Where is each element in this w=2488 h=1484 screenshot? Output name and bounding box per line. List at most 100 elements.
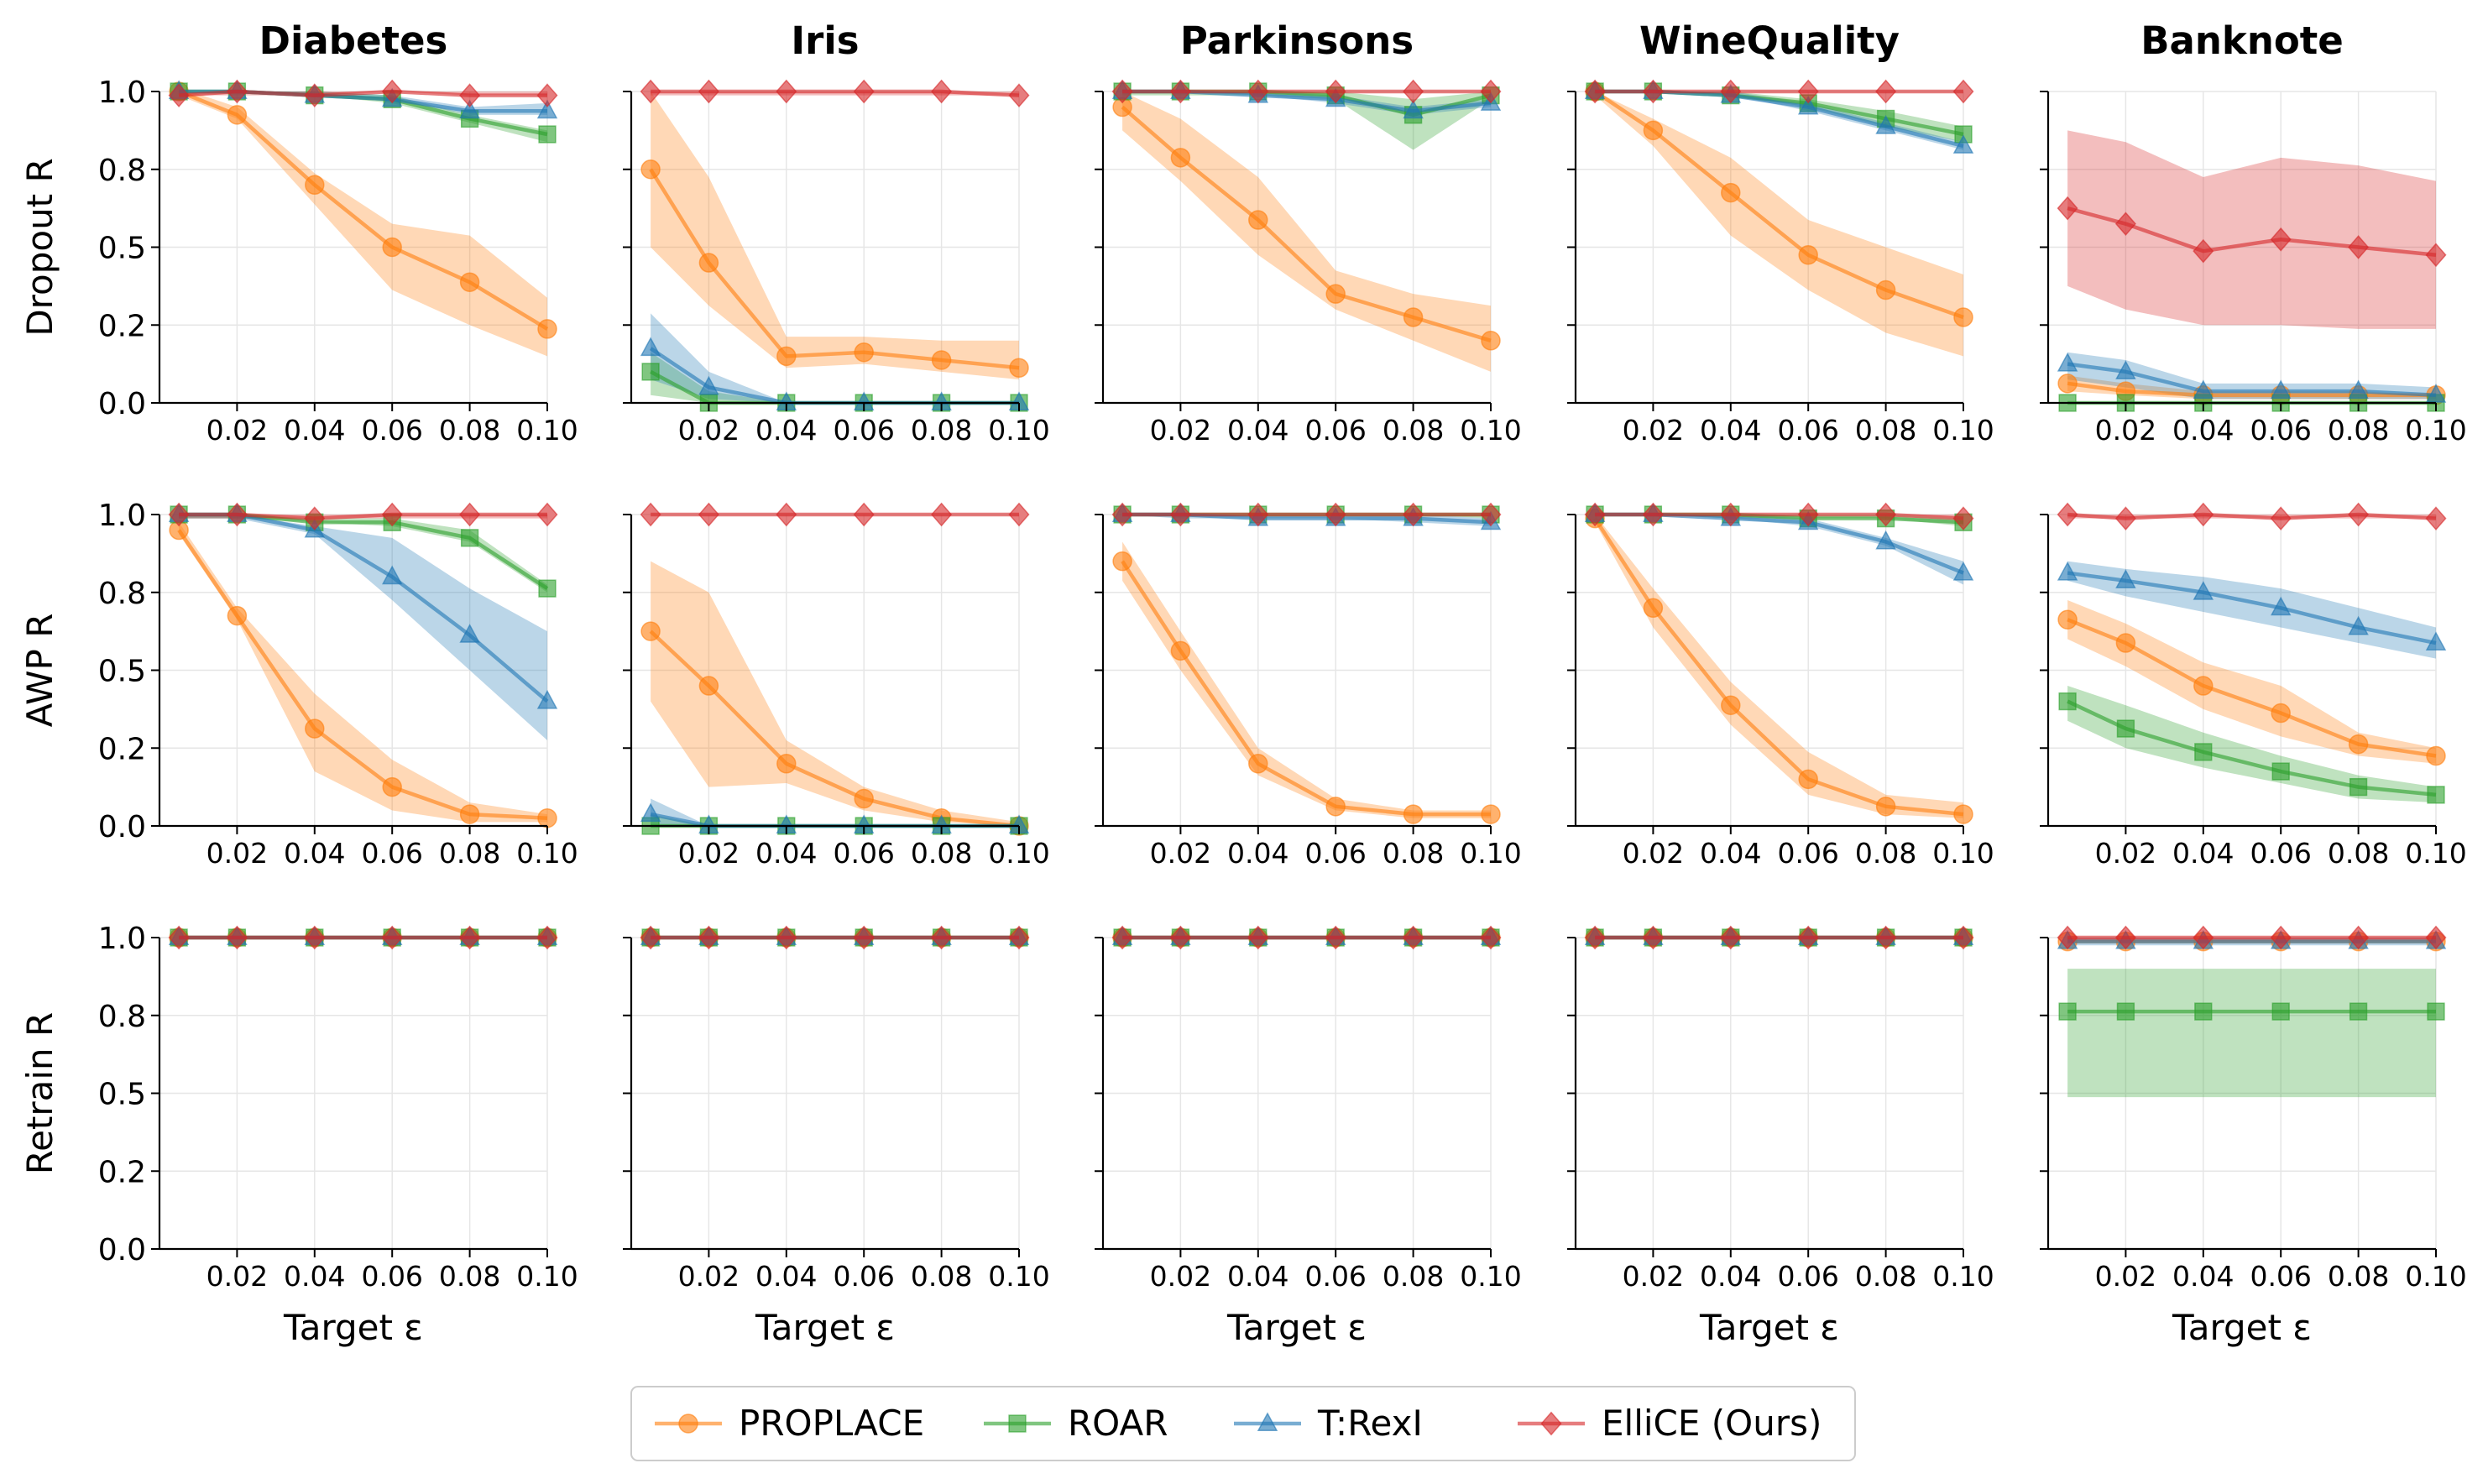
marker-ellice-ours [1111, 502, 1133, 527]
legend-marker [1540, 1411, 1562, 1436]
x-tick-label: 0.04 [1227, 1260, 1288, 1293]
y-tick-label: 1.0 [98, 499, 146, 533]
panel-banknote-awp-r: 0.02 0.04 0.06 0.08 0.10 [2040, 502, 2467, 870]
y-tick-label: 0.2 [98, 732, 146, 766]
x-axis-label: Target ε [283, 1307, 423, 1348]
marker-proplace [1325, 797, 1346, 817]
marker-proplace [776, 754, 797, 774]
line-proplace [178, 89, 549, 331]
marker-t-rexi [381, 565, 403, 585]
marker-proplace [1721, 695, 1741, 715]
line-proplace [649, 168, 1020, 370]
marker-ellice-ours [168, 502, 190, 527]
marker-roar [460, 529, 479, 547]
x-tick-label: 0.02 [678, 414, 740, 447]
band-proplace [2067, 600, 2436, 764]
band-proplace [1122, 541, 1491, 818]
column-title-parkinsons: Parkinsons [1180, 18, 1414, 63]
marker-ellice-ours [2057, 196, 2078, 221]
x-tick-label: 0.08 [439, 1260, 500, 1293]
y-tick-label: 0.8 [98, 1000, 146, 1034]
band-roar [1122, 91, 1491, 150]
marker-proplace [382, 237, 402, 258]
legend-entry-roar: ROAR [984, 1403, 1168, 1444]
marker-ellice-ours [1480, 925, 1502, 950]
marker-proplace [227, 105, 248, 125]
marker-roar [538, 579, 557, 598]
marker-ellice-ours [1642, 502, 1664, 527]
band-proplace [179, 522, 547, 823]
marker-proplace [1170, 148, 1191, 168]
x-tick-label: 0.06 [1777, 837, 1838, 870]
marker-t-rexi [1952, 134, 1974, 154]
band-proplace [1595, 515, 1963, 818]
x-tick-label: 0.06 [2250, 837, 2311, 870]
marker-ellice-ours [853, 79, 875, 104]
marker-ellice-ours [1797, 79, 1819, 104]
y-tick-label: 0.5 [98, 655, 146, 689]
marker-ellice-ours [459, 925, 481, 950]
marker-t-rexi [459, 624, 480, 643]
marker-ellice-ours [1480, 79, 1502, 104]
marker-roar [2427, 786, 2445, 804]
marker-t-rexi [2057, 561, 2078, 581]
x-tick-label: 0.02 [2095, 414, 2156, 447]
x-tick-label: 0.02 [1150, 1260, 1211, 1293]
x-tick-label: 0.08 [2328, 1260, 2389, 1293]
x-tick-label: 0.02 [206, 837, 268, 870]
marker-ellice-ours [226, 925, 248, 950]
marker-ellice-ours [2270, 925, 2292, 950]
x-tick-label: 0.10 [988, 414, 1049, 447]
legend-entry-proplace: PROPLACE [655, 1403, 924, 1444]
marker-ellice-ours [2114, 212, 2136, 237]
marker-t-rexi [2193, 379, 2214, 400]
x-tick-label: 0.02 [1623, 837, 1684, 870]
marker-t-rexi [1403, 99, 1424, 119]
x-tick-label: 0.08 [439, 837, 500, 870]
marker-ellice-ours [1875, 79, 1897, 104]
panel-banknote-dropout-r: 0.02 0.04 0.06 0.08 0.10 [2040, 91, 2467, 447]
panel-iris-retrain-r: 0.02 0.04 0.06 0.08 0.10 Target ε [623, 925, 1050, 1348]
marker-proplace [1953, 307, 1973, 327]
x-tick-label: 0.04 [2172, 1260, 2234, 1293]
legend-marker [1257, 1412, 1278, 1431]
column-title-iris: Iris [791, 18, 859, 63]
panel-iris-dropout-r: 0.02 0.04 0.06 0.08 0.10 [623, 79, 1050, 447]
marker-ellice-ours [776, 79, 797, 104]
marker-ellice-ours [2193, 238, 2214, 264]
marker-ellice-ours [2193, 502, 2214, 527]
marker-proplace [931, 350, 952, 370]
marker-ellice-ours [1720, 925, 1742, 950]
marker-ellice-ours [2425, 506, 2447, 530]
marker-roar [2427, 1002, 2445, 1021]
marker-t-rexi [698, 375, 719, 395]
x-tick-label: 0.06 [833, 837, 894, 870]
marker-proplace [1721, 182, 1741, 203]
x-tick-label: 0.04 [755, 837, 817, 870]
y-tick-label: 0.2 [98, 309, 146, 343]
marker-ellice-ours [1008, 83, 1030, 107]
marker-proplace [854, 342, 874, 363]
marker-ellice-ours [1111, 79, 1133, 104]
x-tick-label: 0.10 [1460, 414, 1521, 447]
x-tick-label: 0.02 [206, 414, 268, 447]
marker-roar [2058, 1002, 2077, 1021]
x-tick-label: 0.06 [1304, 837, 1366, 870]
marker-ellice-ours [304, 925, 326, 950]
marker-proplace [776, 346, 797, 367]
x-tick-label: 0.06 [833, 1260, 894, 1293]
marker-ellice-ours [2348, 502, 2370, 527]
marker-t-rexi [2193, 581, 2214, 600]
marker-ellice-ours [1325, 502, 1346, 527]
marker-ellice-ours [1247, 79, 1269, 104]
x-tick-label: 0.08 [1383, 837, 1444, 870]
marker-ellice-ours [226, 502, 248, 527]
line-proplace [1121, 560, 1491, 817]
x-tick-label: 0.02 [1623, 1260, 1684, 1293]
column-title-winequality: WineQuality [1639, 18, 1900, 63]
marker-ellice-ours [459, 502, 481, 527]
marker-ellice-ours [536, 83, 558, 107]
panel-winequality-dropout-r: 0.02 0.04 0.06 0.08 0.10 [1567, 79, 1994, 447]
row-label-retrain-r: Retrain R [19, 1012, 60, 1174]
marker-t-rexi [1875, 115, 1896, 134]
